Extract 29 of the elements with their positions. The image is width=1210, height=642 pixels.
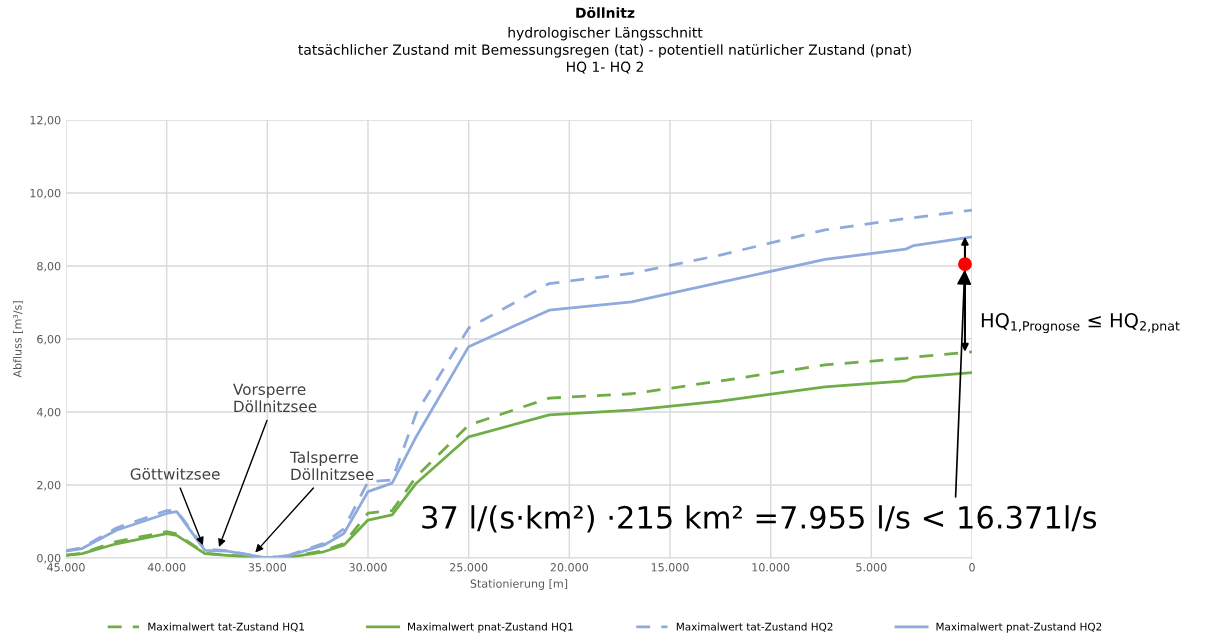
y-tick-label: 12,00 (30, 115, 61, 126)
x-tick-label: 0 (969, 563, 975, 572)
x-tick-label: 40.000 (147, 563, 186, 572)
y-tick-label: 2,00 (37, 480, 61, 491)
x-tick-label: 35.000 (248, 563, 287, 572)
annotation: 37 l/(s·km²) ·215 km² =7.955 l/s < 16.371l/s (422, 505, 1097, 533)
x-tick-label: 25.000 (450, 563, 488, 572)
annotation: Vorsperre Döllnitzsee (233, 383, 317, 413)
annotation: Talsperre Döllnitzsee (289, 451, 374, 481)
x-tick-label: 5.000 (856, 563, 887, 572)
annotation: Göttwitzsee (130, 467, 220, 480)
x-tick-label: 45.000 (47, 563, 85, 572)
x-tick-label: 30.000 (349, 563, 387, 572)
x-axis-title: Stationierung [m] (470, 579, 568, 590)
chart-title: Döllnitz (576, 7, 635, 19)
y-tick-label: 0,00 (37, 553, 61, 564)
x-tick-label: 15.000 (651, 563, 689, 572)
legend-label: Maximalwert pnat-Zustand HQ1 (408, 622, 573, 633)
legend-label: Maximalwert tat-Zustand HQ2 (676, 622, 833, 632)
legend-label: Maximalwert pnat-Zustand HQ2 (936, 622, 1102, 633)
chart-subtitle: hydrologischer Längsschnitt tatsächlicher Zustand mit Bemessungsregen (tat) - potentiell natürlicher Zustand (pnat) HQ 1- HQ 2 (298, 27, 911, 74)
y-tick-label: 8,00 (37, 261, 61, 272)
y-tick-label: 6,00 (37, 334, 61, 345)
x-tick-label: 10.000 (752, 563, 790, 572)
y-tick-label: 4,00 (36, 407, 61, 418)
y-axis-title: Abfluss [m³/s] (13, 301, 23, 378)
x-tick-label: 20.000 (550, 563, 589, 572)
y-tick-label: 10,00 (30, 188, 61, 199)
legend-label: Maximalwert tat-Zustand HQ1 (148, 622, 304, 632)
